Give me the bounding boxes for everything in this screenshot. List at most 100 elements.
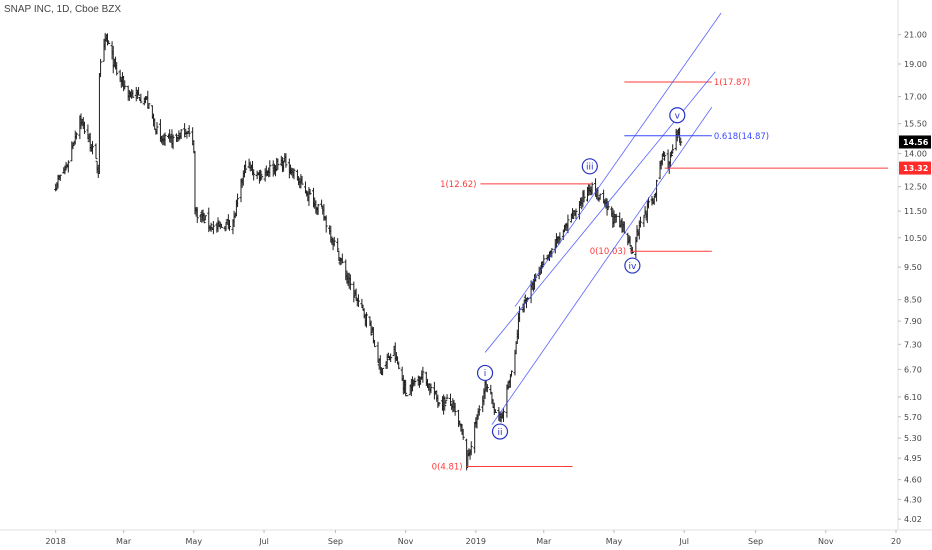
time-axis-label: Mar	[116, 537, 132, 546]
ohlc-bar	[163, 132, 167, 146]
ohlc-bar	[385, 353, 389, 369]
ohlc-bar	[638, 216, 642, 228]
price-axis[interactable]: 21.00 19.00 17.00 15.50 14.00 12.50 11.50 10.50…	[898, 31, 927, 524]
fib-level-label: 1(12.62)	[440, 180, 476, 190]
ohlc-bar	[378, 355, 382, 374]
price-axis-label: 15.50	[904, 120, 927, 129]
ohlc-bar	[123, 80, 127, 90]
price-axis-label: 17.00	[904, 93, 927, 102]
ohlc-bar	[369, 320, 373, 336]
ohlc-bar	[324, 215, 328, 233]
ohlc-bar	[413, 377, 417, 386]
ohlc-bar	[115, 62, 119, 76]
ohlc-bar	[635, 225, 639, 242]
wave-label: iii	[581, 158, 598, 175]
ohlc-bar	[236, 193, 240, 208]
ohlc-bar	[292, 168, 296, 180]
ohlc-bar	[397, 361, 401, 370]
wave-label-text: ii	[498, 428, 503, 438]
ohlc-bar	[147, 103, 151, 109]
ohlc-bar	[94, 143, 98, 160]
ohlc-bar	[550, 248, 554, 258]
ohlc-bar	[445, 394, 449, 399]
ohlc-bar	[469, 441, 473, 456]
price-axis-label: 21.00	[904, 31, 927, 40]
ohlc-bar	[381, 367, 385, 376]
ohlc-bar	[356, 294, 360, 308]
channel-line	[514, 12, 722, 307]
chart-title: SNAP INC, 1D, Cboe BZX	[4, 4, 122, 15]
ohlc-bar	[252, 169, 256, 181]
ohlc-bar	[183, 123, 187, 138]
time-axis-label: Nov	[818, 537, 834, 546]
ohlc-bar	[485, 384, 489, 393]
wave-label-circle	[624, 257, 641, 274]
price-axis-label: 5.30	[904, 434, 922, 443]
ohlc-bar	[192, 140, 196, 153]
ohlc-bar	[492, 402, 496, 416]
ohlc-bar	[284, 153, 288, 168]
ohlc-bar	[137, 87, 141, 96]
ohlc-bar	[582, 189, 586, 203]
ohlc-bar	[300, 175, 304, 185]
ohlc-bar	[66, 160, 70, 173]
ohlc-bar	[663, 151, 667, 161]
wave-label: v	[669, 107, 686, 124]
ohlc-bar	[612, 210, 616, 228]
time-axis-label: Sep	[328, 537, 343, 546]
time-axis-label: 20	[891, 537, 901, 546]
time-axis-label: 2019	[466, 537, 486, 546]
time-axis-label: Nov	[398, 537, 414, 546]
ohlc-bar	[340, 253, 344, 264]
ohlc-bar	[614, 213, 618, 223]
price-axis-label: 7.90	[904, 317, 922, 326]
ohlc-bar	[260, 173, 264, 180]
ohlc-bar	[244, 160, 248, 174]
price-axis-label: 19.00	[904, 60, 927, 69]
ohlc-bar	[670, 150, 674, 157]
ohlc-bar	[389, 353, 393, 363]
wave-label-text: iii	[586, 163, 594, 173]
fib-level-label: 0.618(14.87)	[714, 132, 769, 142]
last-price-tag: 14.56	[899, 135, 931, 149]
ohlc-bar	[91, 141, 95, 155]
wave-label-circle	[491, 423, 509, 440]
ohlc-bar	[352, 281, 356, 303]
ohlc-bar	[679, 137, 683, 146]
last-price-tag-text: 14.56	[903, 138, 929, 147]
ohlc-bar	[219, 223, 223, 228]
time-axis[interactable]: 2018 Mar May Jul Sep Nov 2019 Mar May Jul Sep Nov 20	[46, 530, 902, 546]
ohlc-bar	[202, 213, 206, 224]
ohlc-bar	[510, 370, 514, 377]
ohlc-bar	[558, 232, 562, 244]
wave-label-circle	[476, 364, 494, 382]
wave-label-text: iv	[628, 262, 637, 272]
ohlc-bar	[465, 438, 469, 471]
ohlc-bar	[179, 129, 183, 139]
price-tags: 14.56 13.32	[899, 135, 931, 175]
ohlc-bar	[131, 90, 135, 98]
time-axis-label: Mar	[536, 537, 552, 546]
wave-label-text: i	[484, 369, 487, 379]
ohlc-bars	[54, 32, 683, 471]
ohlc-bar	[373, 339, 377, 348]
ohlc-bar	[203, 215, 207, 221]
time-axis-label: May	[186, 537, 203, 546]
wave-label: ii	[491, 423, 509, 440]
time-axis-label: May	[606, 537, 623, 546]
ohlc-bar	[429, 383, 433, 394]
price-axis-label: 14.00	[904, 149, 927, 158]
level-price-tag-text: 13.32	[903, 164, 928, 173]
ohlc-bar	[195, 207, 199, 223]
ohlc-bar	[74, 132, 78, 140]
ohlc-bar	[404, 379, 408, 396]
ohlc-bar	[542, 254, 546, 266]
ohlc-bar	[336, 238, 340, 252]
time-axis-label: Jul	[258, 537, 269, 546]
ohlc-bar	[443, 396, 447, 411]
wave-label-circle	[581, 158, 598, 175]
ohlc-bar	[647, 197, 651, 209]
time-axis-label: Jul	[678, 537, 689, 546]
